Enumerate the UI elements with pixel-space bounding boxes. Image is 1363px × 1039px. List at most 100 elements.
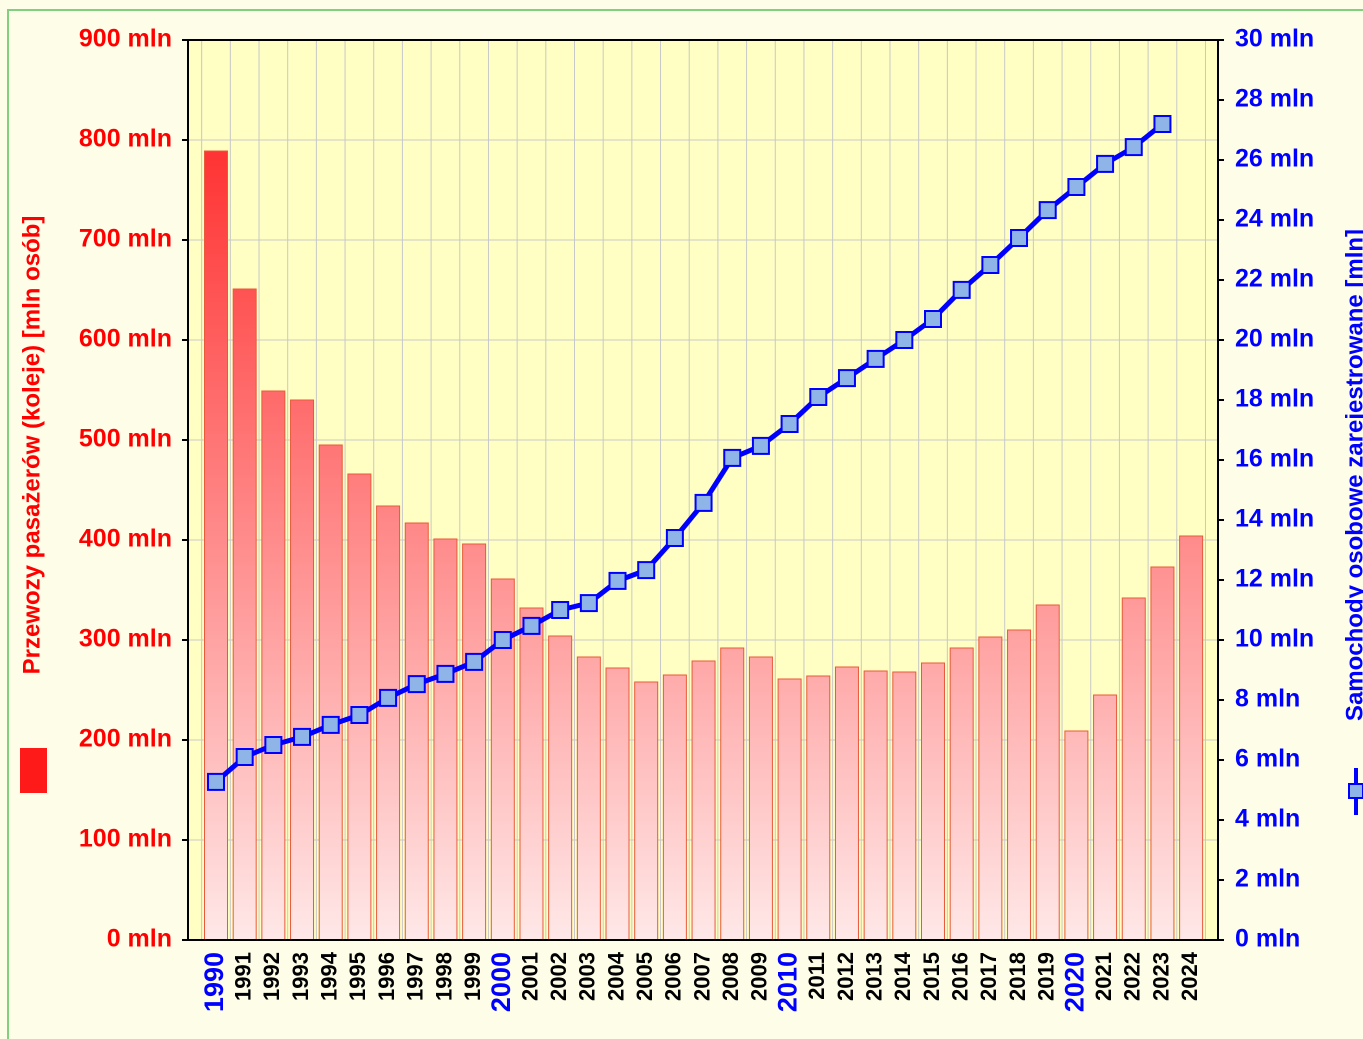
line-marker xyxy=(665,529,684,547)
x-tick-label: 1990 xyxy=(199,952,229,1012)
line-marker xyxy=(751,436,770,455)
line-marker xyxy=(579,594,598,613)
line-marker xyxy=(1067,178,1086,196)
x-tick-label: 1991 xyxy=(230,952,255,1001)
y-tick-label: 100 mln xyxy=(79,825,172,853)
bar xyxy=(548,635,573,941)
x-tick-label: 2022 xyxy=(1120,952,1145,1001)
line-marker xyxy=(866,349,885,368)
line-marker xyxy=(235,748,254,766)
y-tick-label: 500 mln xyxy=(79,425,172,453)
x-tick-label: 2002 xyxy=(546,952,571,1001)
y-tick-label: 700 mln xyxy=(79,225,172,253)
y2-tick-label: 28 mln xyxy=(1235,85,1314,113)
bar xyxy=(806,675,831,941)
bar xyxy=(662,674,687,941)
y-tick-label: 800 mln xyxy=(79,125,172,153)
line-marker xyxy=(264,736,283,754)
line-marker xyxy=(952,280,971,299)
line-marker xyxy=(637,561,656,580)
plot-border xyxy=(187,39,1219,941)
y-tick-label: 600 mln xyxy=(79,325,172,353)
bar xyxy=(1179,535,1204,941)
bar xyxy=(863,670,888,941)
bar xyxy=(1035,604,1060,941)
x-tick-label: 2006 xyxy=(661,952,686,1001)
x-tick-label: 2020 xyxy=(1060,952,1090,1012)
bar xyxy=(576,656,601,941)
bar xyxy=(949,647,974,941)
bar xyxy=(605,667,630,941)
line-marker xyxy=(1038,201,1057,220)
bar xyxy=(777,678,802,941)
y2-tick-label: 18 mln xyxy=(1235,385,1314,413)
line-marker xyxy=(436,664,455,683)
y2-tick-label: 16 mln xyxy=(1235,445,1314,473)
y2-tick-label: 26 mln xyxy=(1235,145,1314,173)
y-tick-label: 300 mln xyxy=(79,625,172,653)
bar xyxy=(376,505,401,941)
x-tick-label: 2018 xyxy=(1005,952,1030,1001)
y2-axis-title: Samochody osobowe zarejestrowane [mln] xyxy=(1341,229,1363,721)
bar xyxy=(978,636,1003,941)
bar xyxy=(834,666,859,941)
line-marker xyxy=(522,616,541,635)
bar xyxy=(691,660,716,941)
line-marker xyxy=(407,675,426,694)
bar xyxy=(634,681,659,941)
line-marker xyxy=(981,256,1000,274)
line-marker xyxy=(723,448,742,467)
line-marker xyxy=(1010,229,1029,247)
x-tick-label: 2024 xyxy=(1177,951,1202,1001)
x-tick-label: 2019 xyxy=(1034,952,1059,1001)
bar xyxy=(204,150,228,941)
x-tick-label: 1997 xyxy=(403,952,428,1001)
x-tick-label: 2011 xyxy=(804,952,829,1000)
x-tick-label: 2007 xyxy=(689,952,714,1001)
line xyxy=(214,122,1165,784)
line-series xyxy=(207,115,1172,791)
x-tick-label: 2001 xyxy=(517,952,542,1001)
bar xyxy=(404,522,429,941)
y2-tick-label: 6 mln xyxy=(1235,745,1300,773)
bar xyxy=(1093,694,1118,941)
x-tick-label: 2012 xyxy=(833,952,858,1001)
y2-tick-label: 30 mln xyxy=(1235,25,1314,53)
x-tick-label: 2016 xyxy=(947,952,972,1001)
legend-marker-swatch xyxy=(1348,783,1363,799)
line-marker xyxy=(465,652,484,671)
x-tick-label: 1999 xyxy=(460,952,485,1001)
y2-tick-label: 4 mln xyxy=(1235,805,1300,833)
bar xyxy=(318,444,343,941)
x-tick-label: 1994 xyxy=(317,951,342,1001)
x-tick-label: 2005 xyxy=(632,952,657,1001)
line-marker xyxy=(895,331,914,349)
legend-bar-swatch xyxy=(20,748,47,793)
bar xyxy=(290,399,315,941)
y2-tick-label: 24 mln xyxy=(1235,205,1314,233)
bar xyxy=(462,543,487,941)
line-marker xyxy=(293,727,312,746)
line-marker xyxy=(837,369,856,388)
bar xyxy=(1007,629,1032,941)
x-tick-label: 2008 xyxy=(718,952,743,1001)
line-marker xyxy=(551,601,570,619)
bar xyxy=(433,538,458,941)
bar xyxy=(892,671,917,941)
line-marker xyxy=(694,493,713,512)
x-tick-label: 1996 xyxy=(374,952,399,1001)
y2-tick-label: 8 mln xyxy=(1235,685,1300,713)
x-tick-label: 2013 xyxy=(861,952,886,1001)
x-tick-label: 2017 xyxy=(976,952,1001,1001)
line-marker xyxy=(350,706,369,724)
y-tick-label: 400 mln xyxy=(79,525,172,553)
bar xyxy=(720,647,745,941)
bar xyxy=(748,656,773,941)
y-axis-title: Przewozy pasażerów (koleje) [mln osób] xyxy=(18,216,45,675)
x-tick-label: 2021 xyxy=(1091,952,1116,1001)
x-tick-label: 2014 xyxy=(890,951,915,1001)
x-tick-label: 1995 xyxy=(345,952,370,1001)
bars xyxy=(204,150,1204,941)
